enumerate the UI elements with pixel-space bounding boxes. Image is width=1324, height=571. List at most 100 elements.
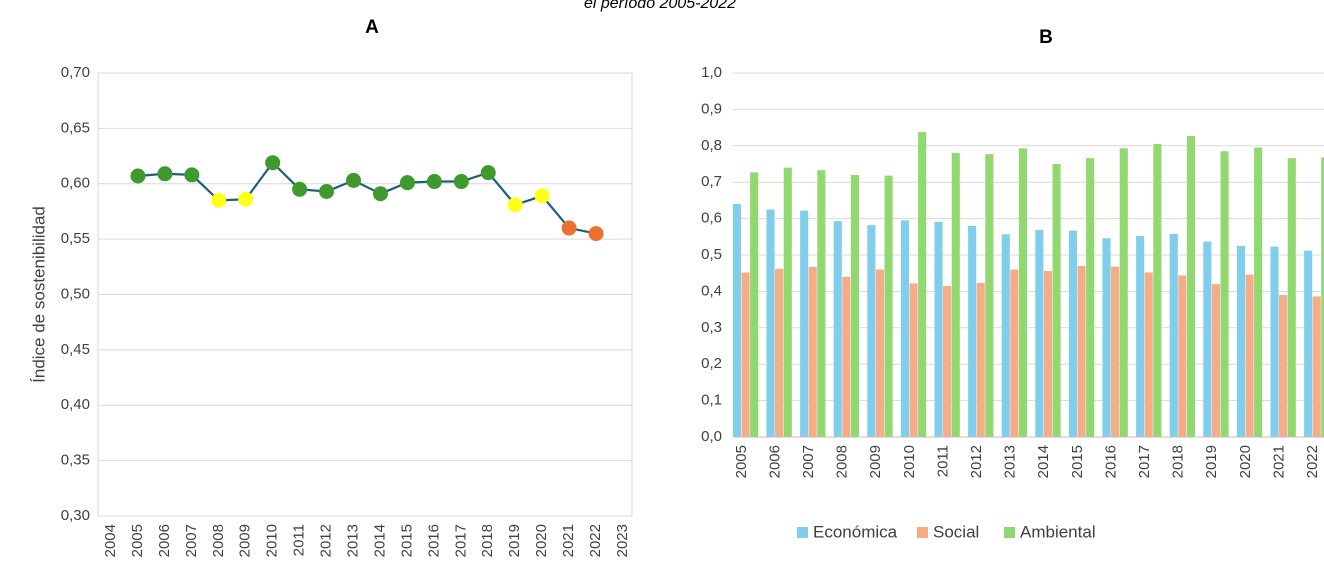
x-tick-label: 2022 xyxy=(1304,445,1321,478)
x-tick-label: 2016 xyxy=(425,524,442,557)
data-point xyxy=(157,166,173,182)
data-point xyxy=(319,184,335,200)
y-tick-label: 1,0 xyxy=(701,64,722,81)
bar xyxy=(842,276,851,437)
bar xyxy=(1279,295,1288,437)
x-tick-label: 2007 xyxy=(183,524,200,557)
x-tick-label: 2019 xyxy=(506,524,523,557)
data-point xyxy=(211,192,227,208)
data-point xyxy=(184,167,200,183)
data-point xyxy=(561,220,577,236)
x-tick-label: 2020 xyxy=(1237,445,1254,478)
y-tick-label: 0,0 xyxy=(701,428,722,445)
x-tick-label: 2004 xyxy=(102,524,119,557)
bar xyxy=(918,131,927,437)
legend-label: Económica xyxy=(813,522,898,541)
data-point xyxy=(372,186,388,202)
bar xyxy=(875,269,884,437)
bar xyxy=(775,268,784,437)
x-tick-label: 2018 xyxy=(479,524,496,557)
bar xyxy=(1254,147,1263,437)
x-tick-label: 2021 xyxy=(560,524,577,557)
data-point xyxy=(507,197,523,213)
x-tick-label: 2009 xyxy=(867,445,884,478)
x-tick-label: 2012 xyxy=(318,524,335,557)
y-tick-label: 0,3 xyxy=(701,319,722,336)
y-tick-label: 0,7 xyxy=(701,173,722,190)
bar xyxy=(1321,157,1324,437)
bar xyxy=(1001,234,1010,437)
bar xyxy=(808,267,817,437)
bar xyxy=(1211,284,1220,437)
y-tick-label: 0,8 xyxy=(701,137,722,154)
bar xyxy=(1169,233,1178,437)
y-tick-label: 0,5 xyxy=(701,246,722,263)
x-tick-label: 2023 xyxy=(614,524,631,557)
x-tick-label: 2005 xyxy=(733,445,750,478)
bar xyxy=(1270,246,1279,437)
bar xyxy=(1077,265,1086,437)
y-tick-label: 0,2 xyxy=(701,355,722,372)
x-tick-label: 2010 xyxy=(264,524,281,557)
legend-label: Ambiental xyxy=(1020,522,1096,541)
y-tick-label: 0,35 xyxy=(61,452,90,469)
bar xyxy=(1312,296,1321,437)
x-tick-label: 2019 xyxy=(1203,445,1220,478)
bar xyxy=(1287,158,1296,437)
bar xyxy=(1086,158,1095,437)
bar xyxy=(741,272,750,437)
bar xyxy=(1236,245,1245,437)
bar xyxy=(909,283,918,437)
bar xyxy=(1144,272,1153,437)
data-point xyxy=(534,188,550,204)
bar xyxy=(1245,274,1254,437)
y-tick-label: 0,70 xyxy=(61,64,90,81)
x-tick-label: 2008 xyxy=(834,445,851,478)
y-axis-label: Índice de sostenibilidad xyxy=(29,206,48,383)
bar xyxy=(833,221,842,437)
data-point xyxy=(346,172,362,188)
x-tick-label: 2009 xyxy=(237,524,254,557)
legend-swatch xyxy=(1004,527,1015,538)
bar xyxy=(884,175,893,437)
bar xyxy=(1220,151,1229,437)
bar xyxy=(976,283,985,437)
data-point xyxy=(265,155,281,171)
x-tick-label: 2015 xyxy=(1069,445,1086,478)
data-point xyxy=(130,168,146,184)
x-tick-label: 2012 xyxy=(968,445,985,478)
bar xyxy=(900,220,909,437)
data-point xyxy=(399,175,415,191)
data-point xyxy=(238,191,254,207)
x-tick-label: 2016 xyxy=(1102,445,1119,478)
bar xyxy=(1010,269,1019,437)
bar xyxy=(934,221,943,437)
plot-area-border xyxy=(97,72,633,517)
y-tick-label: 0,60 xyxy=(61,175,90,192)
legend-swatch xyxy=(797,527,808,538)
data-point xyxy=(588,226,604,242)
bar xyxy=(968,225,977,437)
bar xyxy=(1111,266,1120,437)
bar xyxy=(943,285,952,437)
bar xyxy=(1178,275,1187,437)
bar xyxy=(750,172,759,437)
x-tick-label: 2011 xyxy=(291,524,308,556)
chart-title: B xyxy=(1039,27,1053,48)
y-tick-label: 0,4 xyxy=(701,282,722,299)
x-tick-label: 2014 xyxy=(1035,445,1052,478)
x-tick-label: 2015 xyxy=(398,524,415,557)
x-tick-label: 2018 xyxy=(1170,445,1187,478)
x-tick-label: 2021 xyxy=(1270,445,1287,478)
data-point xyxy=(426,174,442,190)
bar xyxy=(1203,241,1212,437)
y-tick-label: 0,50 xyxy=(61,285,90,302)
bar xyxy=(817,170,826,438)
y-tick-label: 0,1 xyxy=(701,392,722,409)
x-tick-label: 2008 xyxy=(210,524,227,557)
x-tick-label: 2013 xyxy=(344,524,361,557)
bar xyxy=(1102,238,1111,437)
y-tick-label: 0,65 xyxy=(61,119,90,136)
x-tick-label: 2011 xyxy=(934,445,951,477)
